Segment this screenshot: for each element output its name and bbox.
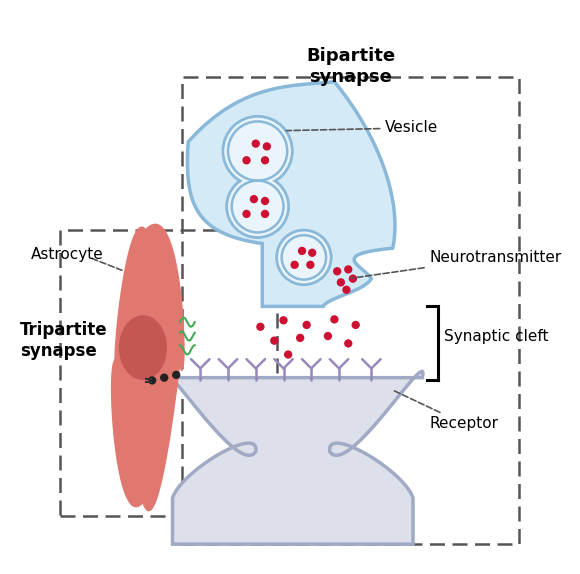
Circle shape xyxy=(224,118,291,184)
Circle shape xyxy=(242,210,251,218)
Circle shape xyxy=(351,321,360,329)
Text: Neurotransmitter: Neurotransmitter xyxy=(351,250,562,278)
Circle shape xyxy=(308,249,316,257)
Circle shape xyxy=(250,195,258,203)
Text: Vesicle: Vesicle xyxy=(287,121,438,135)
Circle shape xyxy=(349,274,357,283)
Circle shape xyxy=(298,247,306,255)
Circle shape xyxy=(242,156,251,164)
Circle shape xyxy=(275,228,332,286)
Text: Bipartite
synapse: Bipartite synapse xyxy=(306,48,396,86)
Circle shape xyxy=(228,177,287,236)
Polygon shape xyxy=(187,82,395,307)
Circle shape xyxy=(225,174,290,239)
Text: Astrocyte: Astrocyte xyxy=(31,247,104,262)
Circle shape xyxy=(296,333,304,342)
Text: Tripartite
synapse: Tripartite synapse xyxy=(20,321,107,360)
Circle shape xyxy=(160,374,168,382)
Bar xyxy=(60,230,277,517)
Bar xyxy=(182,77,520,544)
Circle shape xyxy=(148,377,157,385)
Circle shape xyxy=(303,321,311,329)
Circle shape xyxy=(306,261,314,269)
Circle shape xyxy=(222,115,293,187)
Text: Synaptic cleft: Synaptic cleft xyxy=(444,328,548,343)
Ellipse shape xyxy=(119,315,167,380)
Circle shape xyxy=(280,316,288,324)
Circle shape xyxy=(324,332,332,340)
Circle shape xyxy=(344,339,353,348)
Circle shape xyxy=(252,139,260,148)
Circle shape xyxy=(261,156,269,164)
Text: Receptor: Receptor xyxy=(393,390,499,432)
Circle shape xyxy=(337,278,345,286)
Polygon shape xyxy=(187,82,395,307)
Circle shape xyxy=(333,267,342,276)
Circle shape xyxy=(278,231,330,284)
Circle shape xyxy=(263,142,271,150)
Circle shape xyxy=(256,323,264,331)
Circle shape xyxy=(270,336,278,345)
Polygon shape xyxy=(111,224,184,511)
Circle shape xyxy=(261,210,269,218)
Circle shape xyxy=(284,350,292,359)
Circle shape xyxy=(330,315,339,324)
Circle shape xyxy=(291,261,299,269)
Polygon shape xyxy=(162,371,423,544)
Circle shape xyxy=(172,371,180,379)
Circle shape xyxy=(342,286,350,294)
Circle shape xyxy=(261,197,269,205)
Circle shape xyxy=(344,265,353,274)
